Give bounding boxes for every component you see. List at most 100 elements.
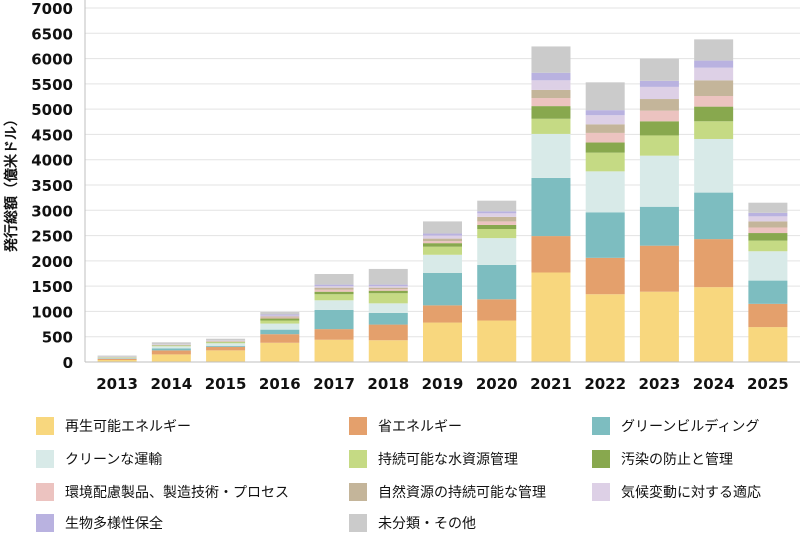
y-tick-label: 2500 xyxy=(31,228,73,246)
bar-segment xyxy=(260,316,300,318)
x-tick-label: 2015 xyxy=(205,375,247,393)
bar-segment xyxy=(151,350,191,355)
legend-label: 環境配慮製品、製造技術・プロセス xyxy=(65,485,289,501)
bar-segment xyxy=(748,280,788,304)
bar-segment xyxy=(314,284,354,287)
bar-segment xyxy=(314,286,354,288)
bar-stack-2015 xyxy=(206,338,246,362)
bar-segment xyxy=(368,340,408,362)
bar-segment xyxy=(477,200,517,212)
bar-segment xyxy=(639,58,679,81)
y-tick-labels: 0 500 1000 1500 2000 2500 3000 3500 4000 4500 5000… xyxy=(31,0,73,372)
bar-segment xyxy=(368,312,408,325)
bar-segment xyxy=(639,80,679,87)
bar-segment xyxy=(368,268,408,285)
bar-stack-2019 xyxy=(423,221,462,362)
y-tick-label: 0 xyxy=(63,354,73,372)
bar-segment xyxy=(260,311,300,315)
bar-segment xyxy=(531,118,571,134)
bar-segment xyxy=(639,99,679,111)
legend-label: 自然資源の持続可能な管理 xyxy=(378,485,546,501)
bar-segment xyxy=(97,359,137,362)
legend-label: グリーンビルディング xyxy=(621,419,760,435)
bar-segment xyxy=(694,138,734,193)
bar-segment xyxy=(531,133,571,178)
bar-stack-2013 xyxy=(97,355,137,362)
bar-segment xyxy=(368,284,408,287)
x-tick-label: 2016 xyxy=(259,375,301,393)
bar-segment xyxy=(694,95,734,107)
x-tick-label: 2020 xyxy=(476,375,518,393)
bar-segment xyxy=(477,221,517,225)
bar-segment xyxy=(151,354,191,362)
y-tick-label: 500 xyxy=(42,329,73,347)
bar-segment xyxy=(477,211,517,214)
legend-label: クリーンな運輸 xyxy=(65,452,163,468)
legend-item: 持続可能な水資源管理 xyxy=(349,447,518,471)
bar-segment xyxy=(748,216,788,222)
legend-item: 自然資源の持続可能な管理 xyxy=(349,480,546,504)
bar-segment xyxy=(260,329,300,335)
x-tick-label: 2018 xyxy=(367,375,409,393)
y-tick-label: 2000 xyxy=(31,253,73,271)
bar-segment xyxy=(477,224,517,229)
bar-segment xyxy=(531,177,571,237)
bar-segment xyxy=(314,291,354,295)
bar-segment xyxy=(694,287,734,362)
bar-segment xyxy=(639,245,679,292)
legend-label: 省エネルギー xyxy=(378,419,462,435)
legend-label: 生物多様性保全 xyxy=(65,516,163,532)
bar-stack-2021 xyxy=(531,46,571,362)
bar-segment xyxy=(585,257,625,295)
bar-segment xyxy=(151,346,191,349)
bar-segment xyxy=(748,303,788,328)
bar-segment xyxy=(206,342,246,344)
bar-segment xyxy=(423,238,462,242)
bar-segment xyxy=(639,86,679,100)
bar-segment xyxy=(423,272,462,306)
y-tick-label: 6500 xyxy=(31,25,73,43)
bar-segment xyxy=(151,345,191,346)
bar-stack-2014 xyxy=(151,342,191,362)
bar-segment xyxy=(314,274,354,285)
legend-swatch xyxy=(592,417,610,435)
legend-item: 気候変動に対する適応 xyxy=(592,480,761,504)
y-tick-label: 1000 xyxy=(31,303,73,321)
legend-item: 省エネルギー xyxy=(349,414,462,438)
x-tick-label: 2013 xyxy=(96,375,138,393)
x-tick-label: 2021 xyxy=(530,375,572,393)
x-tick-label: 2017 xyxy=(313,375,355,393)
bar-segment xyxy=(531,272,571,362)
legend: 再生可能エネルギー 省エネルギー グリーンビルディング クリーンな運輸 持続可能な水資源… xyxy=(0,414,800,537)
bar-segment xyxy=(477,264,517,300)
y-tick-label: 3500 xyxy=(31,177,73,195)
bar-segment xyxy=(260,342,300,362)
x-tick-label: 2014 xyxy=(150,375,192,393)
bar-segment xyxy=(423,235,462,239)
bar-segment xyxy=(585,82,625,111)
bar-segment xyxy=(423,243,462,247)
bar-segment xyxy=(206,340,246,342)
bar-stack-2023 xyxy=(639,58,679,362)
bar-segment xyxy=(531,98,571,107)
bar-segment xyxy=(97,358,137,360)
bar-stack-2025 xyxy=(748,202,788,362)
bar-segment xyxy=(694,121,734,139)
legend-label: 気候変動に対する適応 xyxy=(621,485,761,501)
x-tick-labels: 2013 2014 2015 2016 2017 2018 2019 2020 2021 2022… xyxy=(96,375,789,393)
bar-segment xyxy=(694,80,734,96)
bar-segment xyxy=(531,89,571,99)
legend-item: 環境配慮製品、製造技術・プロセス xyxy=(36,480,289,504)
bar-segment xyxy=(314,309,354,330)
bar-segment xyxy=(423,254,462,273)
bar-segment xyxy=(694,106,734,122)
bar-segment xyxy=(260,314,300,316)
bar-segment xyxy=(206,350,246,362)
bar-segment xyxy=(423,241,462,244)
bar-segment xyxy=(206,345,246,347)
bar-segment xyxy=(585,171,625,213)
bar-segment xyxy=(585,212,625,258)
bar-stack-2020 xyxy=(477,200,517,362)
bar-segment xyxy=(314,300,354,310)
legend-swatch xyxy=(349,514,367,532)
